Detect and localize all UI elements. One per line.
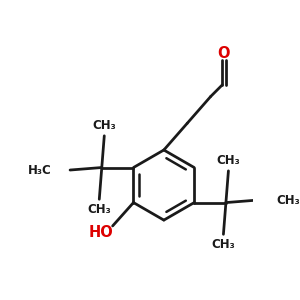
- Text: CH₃: CH₃: [212, 238, 235, 251]
- Text: CH₃: CH₃: [276, 194, 300, 207]
- Text: CH₃: CH₃: [87, 203, 111, 216]
- Text: H₃C: H₃C: [28, 164, 52, 176]
- Text: O: O: [218, 46, 230, 61]
- Text: CH₃: CH₃: [92, 119, 116, 132]
- Text: CH₃: CH₃: [217, 154, 240, 167]
- Text: HO: HO: [88, 225, 113, 240]
